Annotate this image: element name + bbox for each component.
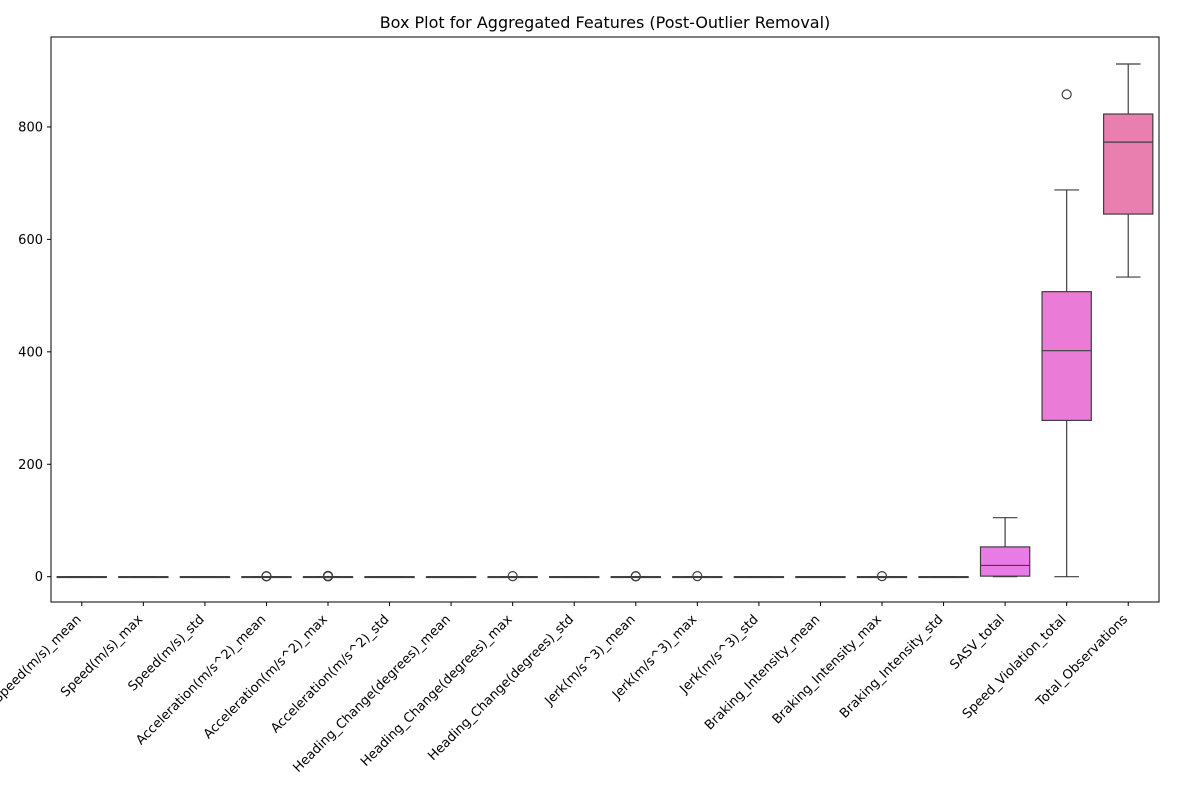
outlier-point <box>876 571 888 582</box>
outlier-point <box>507 571 518 582</box>
box-1 <box>56 576 108 579</box>
y-tick-label: 800 <box>18 120 43 135</box>
outlier-point <box>630 571 641 582</box>
y-tick-label: 0 <box>35 570 43 585</box>
box-18 <box>1102 63 1154 278</box>
box-8 <box>487 571 538 582</box>
box-11 <box>672 571 723 582</box>
chart-title: Box Plot for Aggregated Features (Post-O… <box>380 13 831 32</box>
outlier-point <box>692 571 703 582</box>
box-16 <box>979 517 1031 578</box>
box-13 <box>795 576 846 579</box>
y-tick-label: 400 <box>18 345 43 360</box>
box-3 <box>179 576 231 579</box>
plot-frame <box>50 36 1160 603</box>
y-tick-label: 200 <box>18 458 43 473</box>
x-tick-label: SASV_total <box>947 612 1008 673</box>
x-tick-label: Braking_Intensity_mean <box>702 612 823 733</box>
box-2 <box>118 576 169 579</box>
outlier-point <box>261 571 272 582</box>
outlier-point <box>322 570 334 581</box>
box-10 <box>610 571 662 582</box>
box-5 <box>302 570 354 582</box>
x-tick-label: Acceleration(m/s^2)_max <box>201 612 331 742</box>
box-4 <box>241 571 292 582</box>
box-iqr <box>1041 291 1092 422</box>
box-15 <box>918 576 969 579</box>
x-tick-label: Speed_Violation_total <box>960 612 1070 722</box>
box-17 <box>1041 89 1092 578</box>
outlier-point <box>1061 89 1072 100</box>
box-14 <box>856 571 908 582</box>
box-12 <box>733 576 785 579</box>
x-tick-label: Acceleration(m/s^2)_mean <box>133 612 269 748</box>
x-tick-label: Acceleration(m/s^2)_std <box>268 612 392 736</box>
y-tick-label: 600 <box>18 233 43 248</box>
x-tick-label: Braking_Intensity_max <box>770 612 885 727</box>
plot-area: 0200400600800Speed(m/s)_meanSpeed(m/s)_m… <box>0 36 1160 776</box>
x-tick-label: Braking_Intensity_std <box>837 612 946 721</box>
box-7 <box>425 576 477 579</box>
box-iqr <box>979 546 1031 577</box>
box-9 <box>548 576 600 579</box>
box-iqr <box>1102 113 1154 215</box>
box-6 <box>364 576 415 579</box>
